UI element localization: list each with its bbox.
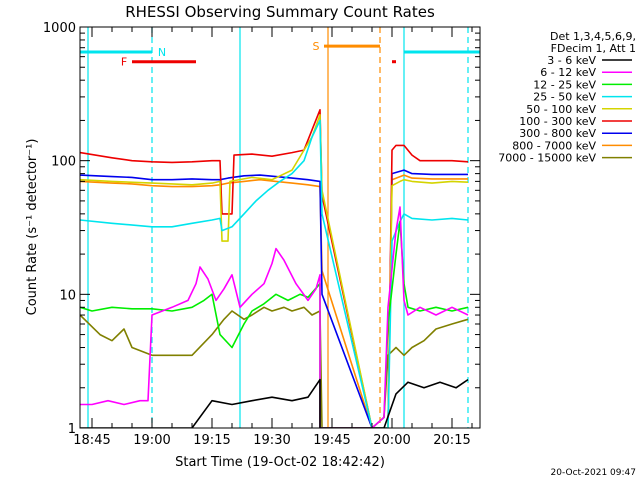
legend: Det 1,3,4,5,6,9, FDecim 1, Att 1 3 - 6 k… bbox=[498, 30, 636, 165]
x-tick-label: 19:00 bbox=[133, 433, 170, 448]
plot-frame bbox=[79, 26, 481, 429]
x-tick-label: 20:00 bbox=[373, 433, 410, 448]
y-tick-label: 1 bbox=[68, 422, 76, 437]
series-layer bbox=[80, 109, 469, 428]
legend-header-line-1: Det 1,3,4,5,6,9, bbox=[550, 30, 636, 43]
flag-label-F: F bbox=[121, 56, 127, 69]
legend-label: 800 - 7000 keV bbox=[512, 139, 596, 152]
series-line-800-7000-keV bbox=[80, 174, 468, 428]
flag-label-S: S bbox=[313, 40, 320, 53]
x-tick-label: 20:15 bbox=[433, 433, 470, 448]
y-axis: 1 10 100 1000 bbox=[43, 21, 480, 437]
legend-label: 50 - 100 keV bbox=[526, 103, 596, 116]
y-tick-label: 10 bbox=[59, 288, 76, 303]
series-line-3-6-keV bbox=[80, 378, 469, 428]
y-axis-label: Count Rate (s⁻¹ detector⁻¹) bbox=[25, 139, 40, 316]
legend-label: 3 - 6 keV bbox=[547, 54, 596, 67]
legend-label: 12 - 25 keV bbox=[533, 78, 596, 91]
flag-bars: N F S bbox=[80, 40, 480, 69]
flag-label-N: N bbox=[158, 46, 166, 59]
series-line-100-300-keV bbox=[80, 109, 469, 428]
y-tick-label: 100 bbox=[51, 155, 76, 170]
legend-label: 6 - 12 keV bbox=[540, 66, 596, 79]
footer-timestamp: 20-Oct-2021 09:47 bbox=[551, 468, 636, 478]
series-line-300-800-keV bbox=[80, 169, 468, 428]
x-tick-label: 19:15 bbox=[193, 433, 230, 448]
series-line-6-12-keV bbox=[80, 206, 469, 428]
legend-label: 300 - 800 keV bbox=[519, 127, 596, 140]
legend-label: 25 - 50 keV bbox=[533, 91, 596, 104]
vertical-markers bbox=[87, 27, 469, 428]
x-tick-label: 19:30 bbox=[253, 433, 290, 448]
legend-label: 7000 - 15000 keV bbox=[498, 152, 596, 165]
y-tick-label: 1000 bbox=[43, 21, 76, 36]
series-line-25-50-keV bbox=[80, 119, 469, 428]
chart-title: RHESSI Observing Summary Count Rates bbox=[125, 3, 435, 21]
x-axis: 18:45 19:00 19:15 19:30 19:45 20:00 20:15 bbox=[73, 27, 473, 448]
x-tick-label: 19:45 bbox=[313, 433, 350, 448]
series-line-7000-15000-keV bbox=[80, 306, 469, 428]
legend-label: 100 - 300 keV bbox=[519, 115, 596, 128]
series-line-50-100-keV bbox=[80, 114, 469, 428]
x-axis-label: Start Time (19-Oct-02 18:42:42) bbox=[175, 455, 385, 470]
legend-header-line-2: FDecim 1, Att 1 bbox=[551, 42, 636, 55]
x-tick-label: 18:45 bbox=[73, 433, 110, 448]
